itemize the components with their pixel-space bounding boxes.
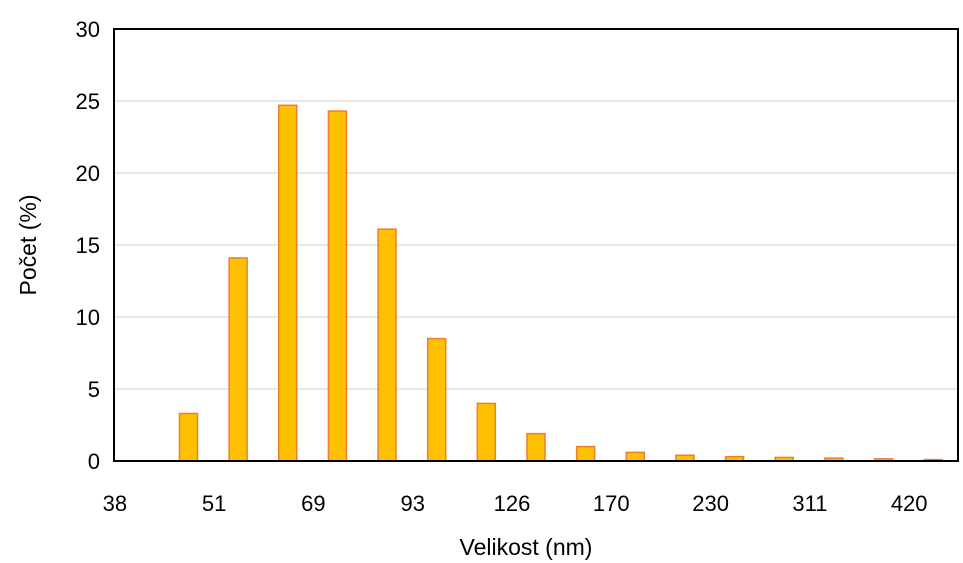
bars [178,104,943,462]
bar-170 [625,451,646,462]
x-axis-tick-labels: 38 51 69 93 126 170 230 311 420 [103,491,928,516]
y-tick-label: 10 [76,305,100,330]
y-tick-label: 25 [76,89,100,114]
bar-93 [426,337,447,462]
x-tick-label: 420 [891,491,928,516]
y-tick-label: 30 [76,17,100,42]
bar-51 [228,257,248,462]
bar-44 [178,412,199,462]
y-axis-tick-labels: 0 5 10 15 20 25 30 [76,17,100,474]
bar-69 [327,110,348,462]
bar-59 [278,104,298,462]
x-tick-label: 126 [494,491,531,516]
x-tick-label: 170 [593,491,630,516]
bar-80 [377,228,397,462]
bar-126 [526,432,546,462]
y-tick-label: 0 [88,449,100,474]
y-axis-title: Počet (%) [15,195,41,296]
gridlines [114,100,958,390]
x-tick-label: 69 [301,491,325,516]
x-tick-label: 38 [103,491,127,516]
bar-109 [476,402,497,462]
y-tick-label: 15 [76,233,100,258]
y-tick-label: 20 [76,161,100,186]
x-tick-label: 230 [692,491,729,516]
bar-147 [575,445,596,462]
x-tick-label: 51 [202,491,226,516]
x-axis-title: Velikost (nm) [460,534,593,560]
x-tick-label: 311 [792,491,827,516]
x-tick-label: 93 [400,491,424,516]
plot-area-frame [113,28,959,462]
y-tick-label: 5 [88,377,100,402]
